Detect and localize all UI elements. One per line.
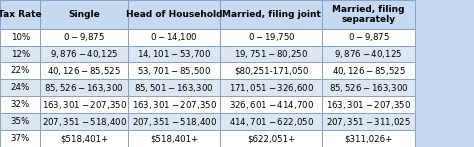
- Text: 37%: 37%: [10, 134, 30, 143]
- Bar: [0, 46, 40, 62]
- Bar: [220, 0, 322, 29]
- Bar: [0, 62, 40, 79]
- Bar: [220, 113, 322, 130]
- Text: $414,701-$622,050: $414,701-$622,050: [229, 116, 314, 128]
- Text: $207,351-$518,400: $207,351-$518,400: [42, 116, 127, 128]
- Bar: [128, 0, 220, 29]
- Bar: [0, 96, 40, 113]
- Bar: [220, 79, 322, 96]
- Text: 24%: 24%: [10, 83, 30, 92]
- Bar: [0, 29, 40, 46]
- Text: 22%: 22%: [10, 66, 30, 75]
- Bar: [220, 130, 322, 147]
- Text: $163,301-$207,350: $163,301-$207,350: [42, 99, 127, 111]
- Text: $207,351-$518,400: $207,351-$518,400: [132, 116, 217, 128]
- Text: $0-$9,875: $0-$9,875: [347, 31, 390, 43]
- Text: 35%: 35%: [10, 117, 30, 126]
- Bar: [40, 79, 128, 96]
- Text: $80,251-171,050: $80,251-171,050: [234, 66, 309, 75]
- Text: $163,301-$207,350: $163,301-$207,350: [132, 99, 217, 111]
- Bar: [40, 0, 128, 29]
- Bar: [220, 62, 322, 79]
- Text: Married, filing joint: Married, filing joint: [222, 10, 321, 19]
- Bar: [322, 96, 415, 113]
- Bar: [40, 130, 128, 147]
- Text: $85,526-$163,300: $85,526-$163,300: [45, 82, 124, 94]
- Bar: [0, 113, 40, 130]
- Bar: [128, 79, 220, 96]
- Bar: [322, 113, 415, 130]
- Bar: [40, 62, 128, 79]
- Bar: [40, 29, 128, 46]
- Text: 12%: 12%: [10, 50, 30, 59]
- Bar: [40, 113, 128, 130]
- Text: $171,051-$326,600: $171,051-$326,600: [229, 82, 314, 94]
- Text: $518,401+: $518,401+: [150, 134, 199, 143]
- Bar: [322, 46, 415, 62]
- Text: $19,751-$80,250: $19,751-$80,250: [234, 48, 309, 60]
- Text: $53,701-$85,500: $53,701-$85,500: [137, 65, 211, 77]
- Text: Tax Rate: Tax Rate: [0, 10, 42, 19]
- Bar: [40, 96, 128, 113]
- Bar: [322, 79, 415, 96]
- Bar: [40, 46, 128, 62]
- Text: $207,351-$311,025: $207,351-$311,025: [326, 116, 411, 128]
- Text: $0-$19,750: $0-$19,750: [247, 31, 295, 43]
- Bar: [322, 0, 415, 29]
- Text: $0-$9,875: $0-$9,875: [63, 31, 105, 43]
- Bar: [322, 29, 415, 46]
- Text: 32%: 32%: [10, 100, 30, 109]
- Text: Single: Single: [68, 10, 100, 19]
- Text: $85,526-$163,300: $85,526-$163,300: [329, 82, 408, 94]
- Bar: [128, 62, 220, 79]
- Text: $9,876-$40,125: $9,876-$40,125: [334, 48, 403, 60]
- Text: $326,601-$414,700: $326,601-$414,700: [229, 99, 314, 111]
- Bar: [220, 46, 322, 62]
- Text: $622,051+: $622,051+: [247, 134, 296, 143]
- Text: Head of Household: Head of Household: [126, 10, 222, 19]
- Text: $14,101-$53,700: $14,101-$53,700: [137, 48, 211, 60]
- Bar: [220, 96, 322, 113]
- Bar: [220, 29, 322, 46]
- Bar: [0, 79, 40, 96]
- Bar: [322, 62, 415, 79]
- Bar: [322, 130, 415, 147]
- Text: $40,126-$85,525: $40,126-$85,525: [47, 65, 121, 77]
- Text: $311,026+: $311,026+: [344, 134, 393, 143]
- Text: $163,301-$207,350: $163,301-$207,350: [326, 99, 411, 111]
- Bar: [128, 130, 220, 147]
- Bar: [128, 113, 220, 130]
- Text: $0-$14,100: $0-$14,100: [150, 31, 198, 43]
- Text: $518,401+: $518,401+: [60, 134, 109, 143]
- Text: $85,501-$163,300: $85,501-$163,300: [135, 82, 214, 94]
- Bar: [128, 96, 220, 113]
- Text: $40,126-$85,525: $40,126-$85,525: [332, 65, 405, 77]
- Bar: [0, 130, 40, 147]
- Text: $9,876-$40,125: $9,876-$40,125: [50, 48, 118, 60]
- Text: Married, filing
separately: Married, filing separately: [332, 5, 405, 24]
- Bar: [0, 0, 40, 29]
- Text: 10%: 10%: [10, 33, 30, 42]
- Bar: [128, 29, 220, 46]
- Bar: [128, 46, 220, 62]
